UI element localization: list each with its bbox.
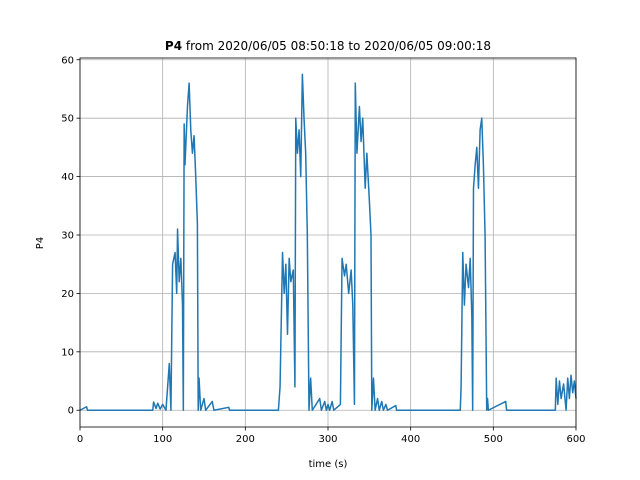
data-line xyxy=(79,73,577,411)
x-tick-label: 300 xyxy=(318,434,337,445)
x-tick-label: 200 xyxy=(236,434,255,445)
x-tick-label: 400 xyxy=(401,434,420,445)
chart-title: P4 from 2020/06/05 08:50:18 to 2020/06/0… xyxy=(165,39,491,53)
x-tick-label: 100 xyxy=(153,434,172,445)
y-tick-label: 40 xyxy=(61,172,74,183)
y-tick-label: 10 xyxy=(61,347,74,358)
x-tick-label: 600 xyxy=(566,434,585,445)
y-tick-label: 30 xyxy=(61,230,74,241)
plot-frame xyxy=(79,57,577,428)
x-axis-label: time (s) xyxy=(309,459,348,470)
y-axis-label: P4 xyxy=(35,237,46,249)
x-tick-label: 0 xyxy=(77,434,83,445)
y-tick-label: 60 xyxy=(61,55,74,66)
title-name: P4 xyxy=(165,39,182,53)
x-tick-label: 500 xyxy=(484,434,503,445)
title-range: from 2020/06/05 08:50:18 to 2020/06/05 0… xyxy=(186,39,491,53)
y-tick-label: 0 xyxy=(68,406,74,417)
y-tick-label: 20 xyxy=(61,289,74,300)
y-tick-label: 50 xyxy=(61,114,74,125)
